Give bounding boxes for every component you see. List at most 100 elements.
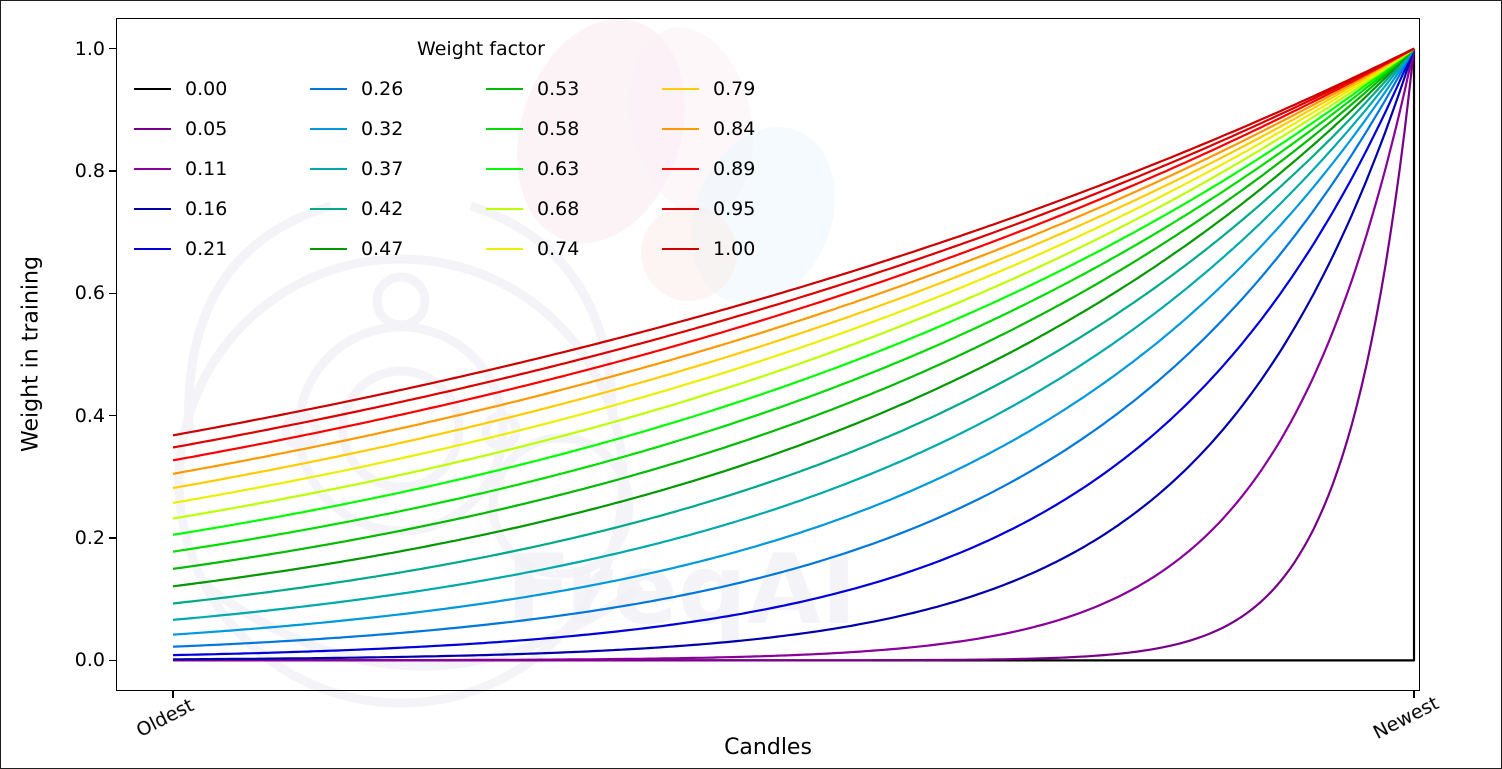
series-lines — [172, 47, 1416, 662]
legend-entry: 0.53 — [481, 69, 657, 109]
freqai-logo-icon: FreqAI — [174, 18, 857, 708]
legend-label: 0.58 — [537, 118, 580, 140]
series-line-1.00 — [172, 47, 1415, 437]
y-tick-label: 0.2 — [74, 527, 105, 550]
series-line-0.21 — [172, 48, 1416, 657]
legend-line-swatch — [310, 167, 347, 171]
y-tick-label: 1.0 — [74, 37, 105, 60]
y-tick-mark — [109, 292, 116, 295]
series-line-0.84 — [172, 47, 1415, 475]
series-line-0.63 — [172, 47, 1415, 536]
legend-entry: 0.47 — [305, 229, 481, 269]
legend-line-swatch — [662, 207, 699, 211]
legend-entry: 0.26 — [305, 69, 481, 109]
legend-line-swatch — [310, 247, 347, 251]
series-line-0.32 — [172, 48, 1415, 636]
y-tick-mark — [109, 414, 116, 417]
series-line-0.95 — [172, 47, 1415, 449]
legend-entry: 0.32 — [305, 109, 481, 149]
legend-line-swatch — [134, 127, 171, 131]
y-tick-label: 0.4 — [74, 404, 105, 427]
legend-label: 0.42 — [361, 198, 404, 220]
legend-label: 0.74 — [537, 238, 580, 260]
legend: Weight factor 0.00 0.05 0.11 0.16 0.21 0.26 0.… — [129, 35, 833, 269]
legend-label: 0.63 — [537, 158, 580, 180]
legend-line-swatch — [662, 247, 699, 251]
legend-grid: 0.00 0.05 0.11 0.16 0.21 0.26 0.32 0.37 0.42 0.47… — [129, 69, 833, 269]
y-tick-mark — [109, 170, 116, 172]
plot-area — [116, 18, 1420, 691]
legend-entry: 0.37 — [305, 149, 481, 189]
x-axis-label: Candles — [724, 735, 812, 760]
legend-entry: 0.89 — [657, 149, 833, 189]
series-line-0.11 — [173, 48, 1416, 662]
legend-line-swatch — [134, 207, 171, 211]
legend-label: 0.26 — [361, 78, 404, 100]
legend-line-swatch — [486, 247, 523, 251]
legend-line-swatch — [486, 87, 523, 91]
legend-label: 0.95 — [713, 198, 756, 220]
series-line-0.42 — [172, 47, 1415, 605]
legend-line-swatch — [310, 127, 347, 131]
legend-entry: 0.68 — [481, 189, 657, 229]
series-line-0.79 — [172, 47, 1415, 490]
legend-label: 0.68 — [537, 198, 580, 220]
legend-label: 1.00 — [713, 238, 756, 260]
legend-line-swatch — [486, 127, 523, 131]
legend-line-swatch — [662, 167, 699, 171]
legend-entry: 0.84 — [657, 109, 833, 149]
y-tick-label: 0.6 — [74, 282, 105, 305]
series-line-0.26 — [172, 48, 1415, 648]
legend-entry: 0.16 — [129, 189, 305, 229]
series-line-0.58 — [172, 47, 1415, 553]
legend-line-swatch — [486, 207, 523, 211]
legend-entry: 0.21 — [129, 229, 305, 269]
legend-label: 0.05 — [185, 118, 228, 140]
legend-entry: 0.95 — [657, 189, 833, 229]
y-axis-label: Weight in training — [18, 256, 44, 452]
legend-label: 0.79 — [713, 78, 756, 100]
legend-entry: 0.74 — [481, 229, 657, 269]
legend-label: 0.16 — [185, 198, 228, 220]
y-tick-mark — [109, 537, 116, 539]
legend-line-swatch — [486, 167, 523, 171]
legend-label: 0.00 — [185, 78, 228, 100]
legend-entry: 0.11 — [129, 149, 305, 189]
series-line-0.16 — [173, 48, 1416, 661]
legend-entry: 1.00 — [657, 229, 833, 269]
y-tick-mark — [109, 659, 116, 662]
series-line-0.47 — [172, 47, 1415, 588]
x-tick-mark — [172, 691, 174, 698]
legend-label: 0.32 — [361, 118, 404, 140]
legend-entry: 0.05 — [129, 109, 305, 149]
legend-line-swatch — [662, 127, 699, 131]
legend-label: 0.11 — [185, 158, 228, 180]
series-line-0.53 — [172, 47, 1415, 570]
series-line-0.74 — [172, 47, 1415, 504]
y-tick-label: 0.0 — [74, 649, 105, 672]
legend-entry: 0.00 — [129, 69, 305, 109]
legend-label: 0.47 — [361, 238, 404, 260]
legend-label: 0.89 — [713, 158, 756, 180]
legend-label: 0.37 — [361, 158, 404, 180]
legend-line-swatch — [310, 207, 347, 211]
legend-label: 0.21 — [185, 238, 228, 260]
series-line-0.68 — [172, 47, 1415, 520]
legend-line-swatch — [134, 167, 171, 171]
series-line-0.89 — [172, 47, 1415, 462]
legend-entry: 0.63 — [481, 149, 657, 189]
legend-title: Weight factor — [417, 38, 545, 60]
legend-entry: 0.42 — [305, 189, 481, 229]
legend-line-swatch — [662, 87, 699, 91]
legend-label: 0.84 — [713, 118, 756, 140]
y-tick-mark — [109, 47, 116, 50]
legend-label: 0.53 — [537, 78, 580, 100]
legend-entry: 0.58 — [481, 109, 657, 149]
legend-line-swatch — [310, 87, 347, 91]
y-tick-label: 0.8 — [74, 159, 105, 182]
x-tick-mark — [1413, 691, 1415, 698]
legend-line-swatch — [134, 87, 171, 91]
legend-line-swatch — [134, 247, 171, 251]
